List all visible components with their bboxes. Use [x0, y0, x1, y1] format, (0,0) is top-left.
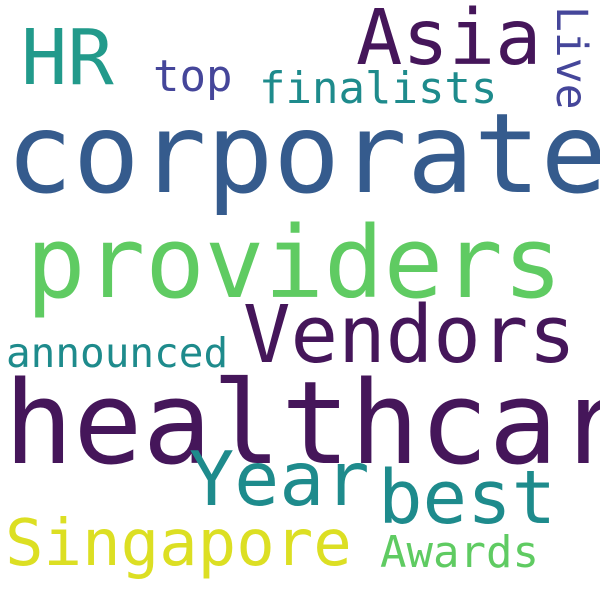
word-corporate: corporate — [6, 90, 600, 219]
word-year: Year — [189, 435, 370, 523]
word-healthcare: healthcare — [4, 357, 600, 491]
word-awards: Awards — [380, 527, 539, 578]
word-singapore: Singapore — [5, 507, 352, 581]
word-best: best — [378, 455, 557, 541]
word-top: top — [153, 51, 233, 102]
word-hr: HR — [21, 14, 114, 103]
word-vendors: Vendors — [243, 289, 576, 381]
word-providers: providers — [26, 206, 563, 321]
word-announced: announced — [6, 329, 229, 377]
word-finalists: finalists — [259, 63, 498, 114]
word-asia: Asia — [356, 0, 542, 83]
